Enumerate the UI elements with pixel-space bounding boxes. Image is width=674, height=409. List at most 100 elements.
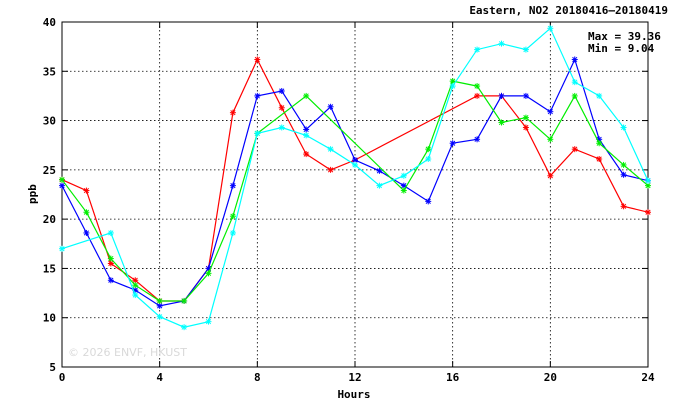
data-point — [400, 187, 407, 194]
data-point — [449, 83, 456, 90]
series-1 — [59, 56, 651, 309]
data-point — [327, 146, 334, 153]
data-point — [107, 255, 114, 262]
data-point — [547, 108, 554, 115]
data-point — [571, 56, 578, 63]
data-point — [59, 176, 65, 183]
data-point — [474, 92, 481, 99]
data-point — [303, 92, 310, 99]
data-point — [645, 177, 651, 184]
y-tick-label: 40 — [43, 16, 56, 29]
data-point — [596, 156, 603, 163]
data-point — [376, 182, 383, 189]
series-line — [61, 27, 649, 328]
data-point — [303, 151, 310, 158]
data-point — [303, 132, 310, 139]
data-point — [229, 229, 236, 236]
chart-title: Eastern, NO2 20180416–20180419 — [469, 4, 668, 17]
x-tick-label: 4 — [156, 371, 163, 384]
data-point — [229, 213, 236, 220]
data-point — [132, 292, 139, 299]
data-point — [303, 126, 310, 133]
data-point — [83, 209, 90, 216]
min-stat-label: Min = 9.04 — [588, 42, 655, 55]
x-tick-label: 0 — [59, 371, 66, 384]
y-tick-label: 35 — [43, 65, 56, 78]
data-point — [474, 136, 481, 143]
data-point — [522, 92, 529, 99]
x-tick-label: 12 — [348, 371, 361, 384]
data-point — [229, 182, 236, 189]
series-layer — [59, 25, 651, 331]
x-tick-label: 16 — [446, 371, 460, 384]
data-point — [278, 104, 285, 111]
data-point — [278, 124, 285, 131]
y-tick-label: 5 — [49, 361, 56, 374]
data-point — [425, 156, 432, 163]
data-point — [400, 172, 407, 179]
data-point — [59, 182, 65, 189]
x-axis-title: Hours — [337, 388, 370, 401]
y-tick-label: 10 — [43, 312, 56, 325]
data-point — [449, 78, 456, 85]
data-point — [278, 88, 285, 94]
data-point — [571, 146, 578, 153]
data-point — [181, 324, 188, 331]
data-point — [327, 103, 334, 110]
data-point — [547, 25, 554, 32]
data-point — [205, 318, 212, 325]
data-point — [498, 92, 505, 99]
data-point — [571, 92, 578, 99]
data-point — [645, 209, 651, 216]
watermark-text: © 2026 ENVF, HKUST — [68, 346, 187, 359]
data-point — [596, 92, 603, 99]
data-point — [254, 130, 261, 137]
y-tick-label: 20 — [43, 213, 56, 226]
data-point — [547, 136, 554, 143]
data-point — [107, 277, 114, 284]
data-point — [620, 161, 627, 168]
data-point — [181, 297, 188, 304]
data-point — [327, 166, 334, 173]
data-point — [107, 229, 114, 236]
data-point — [83, 187, 90, 194]
data-point — [156, 313, 163, 320]
y-tick-label: 15 — [43, 262, 56, 275]
y-tick-label: 30 — [43, 115, 56, 128]
data-point — [522, 114, 529, 121]
data-point — [596, 140, 603, 147]
data-point — [449, 140, 456, 147]
y-tick-label: 25 — [43, 164, 56, 177]
data-point — [474, 46, 481, 53]
data-point — [156, 297, 163, 304]
grid-lines — [62, 22, 648, 367]
data-point — [620, 203, 627, 210]
data-point — [205, 270, 212, 277]
y-axis-title: ppb — [26, 184, 39, 204]
data-point — [522, 124, 529, 131]
data-point — [498, 40, 505, 47]
data-point — [229, 109, 236, 116]
x-tick-label: 24 — [641, 371, 655, 384]
series-3 — [59, 25, 651, 331]
data-point — [132, 282, 139, 289]
series-line — [61, 58, 649, 302]
data-point — [59, 245, 65, 252]
data-point — [571, 79, 578, 86]
data-point — [425, 146, 432, 153]
data-point — [254, 56, 261, 63]
data-point — [352, 161, 358, 168]
data-point — [376, 167, 383, 174]
x-tick-label: 8 — [254, 371, 261, 384]
x-tick-label: 20 — [544, 371, 557, 384]
data-point — [425, 198, 432, 205]
data-point — [498, 119, 505, 126]
data-point — [83, 229, 90, 236]
data-point — [620, 124, 627, 131]
data-point — [522, 46, 529, 53]
data-point — [620, 171, 627, 178]
data-point — [547, 172, 554, 179]
axis-ticks: 0 4 8 12 16 20 24 5 10 15 20 25 30 35 40 — [43, 16, 655, 384]
data-point — [254, 92, 261, 99]
